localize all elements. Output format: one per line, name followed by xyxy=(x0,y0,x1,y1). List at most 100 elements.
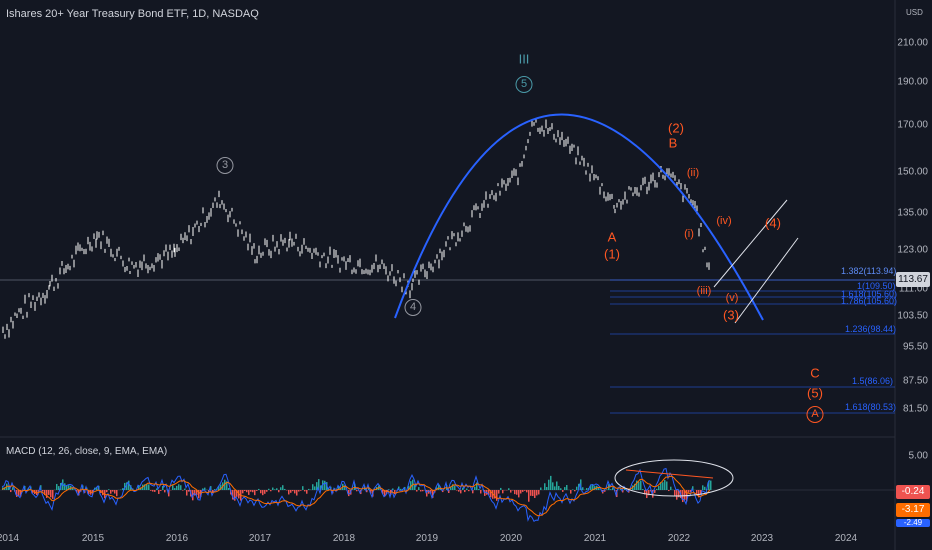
macd-bar xyxy=(572,489,574,490)
year-label: 2023 xyxy=(750,533,774,544)
macd-bar xyxy=(252,490,254,493)
macd-bar xyxy=(624,488,626,490)
macd-bar xyxy=(88,490,90,494)
macd-bar xyxy=(564,487,566,490)
macd-bar xyxy=(352,489,354,490)
macd-bar xyxy=(110,490,112,494)
macd-bar xyxy=(202,488,204,490)
wave-label-i: (i) xyxy=(684,228,694,240)
macd-bar xyxy=(116,490,118,497)
macd-bar xyxy=(576,486,578,490)
macd-bar xyxy=(162,486,164,490)
macd-bar xyxy=(180,485,182,490)
macd-bar xyxy=(106,490,108,493)
year-label: 2020 xyxy=(499,533,523,544)
macd-bar xyxy=(44,490,46,495)
macd-bar xyxy=(90,490,92,495)
macd-bar xyxy=(558,485,560,490)
macd-bar xyxy=(176,485,178,490)
macd-bar xyxy=(492,490,494,499)
price-tick: 210.00 xyxy=(897,37,928,49)
macd-bar xyxy=(464,490,466,493)
macd-badge-macd: -2.49 xyxy=(896,519,930,527)
macd-bar xyxy=(502,490,504,494)
macd-bar xyxy=(674,490,676,497)
year-label: 2014 xyxy=(0,533,20,544)
macd-bar xyxy=(302,486,304,490)
macd-bar xyxy=(316,482,318,490)
macd-bar xyxy=(340,488,342,490)
fib-label-1786: 1.786(105.60) xyxy=(841,296,898,306)
macd-bar xyxy=(474,486,476,490)
macd-bar xyxy=(388,489,390,490)
year-label: 2017 xyxy=(248,533,272,544)
macd-bar xyxy=(546,486,548,490)
wave-label-ii: (ii) xyxy=(686,167,700,179)
macd-bar xyxy=(598,487,600,490)
macd-bar xyxy=(236,490,238,497)
fib-label-1236: 1.236(98.44) xyxy=(845,324,897,334)
macd-bar xyxy=(314,486,316,490)
macd-bar xyxy=(678,490,680,498)
macd-bar xyxy=(652,490,654,498)
macd-bar xyxy=(152,490,154,492)
macd-bar xyxy=(644,490,646,495)
macd-bar xyxy=(574,490,576,492)
macd-bar xyxy=(700,490,702,495)
wave-label-iv: (iv) xyxy=(716,215,732,227)
macd-bar xyxy=(40,485,42,490)
macd-bar xyxy=(426,490,428,497)
macd-bar xyxy=(318,479,320,490)
macd-bar xyxy=(420,490,422,492)
price-tick: 150.00 xyxy=(897,166,928,178)
macd-title[interactable]: MACD (12, 26, close, 9, EMA, EMA) xyxy=(6,446,168,457)
macd-bar xyxy=(410,481,412,490)
macd-bar xyxy=(150,490,152,491)
macd-bar xyxy=(348,490,350,497)
macd-bar xyxy=(534,490,536,498)
macd-bar xyxy=(400,488,402,490)
macd-bar xyxy=(344,485,346,490)
macd-bar xyxy=(634,483,636,490)
price-tick: 135.00 xyxy=(897,207,928,219)
macd-bar xyxy=(198,490,200,499)
macd-bar xyxy=(676,490,678,500)
macd-bar xyxy=(432,490,434,498)
wave-label-c4: 4 xyxy=(404,298,422,316)
macd-bar xyxy=(702,485,704,490)
macd-bar xyxy=(354,483,356,490)
wave-label-w2: (2) xyxy=(668,120,684,136)
macd-bar xyxy=(256,490,258,491)
macd-bar xyxy=(356,490,358,492)
macd-bar xyxy=(488,490,490,495)
macd-bar xyxy=(260,490,262,494)
wave-label-w4: (4) xyxy=(765,215,781,231)
fib-label-1618b: 1.618(80.53) xyxy=(845,402,897,412)
price-tick: 170.00 xyxy=(897,119,928,131)
macd-bar xyxy=(468,490,470,492)
macd-bar xyxy=(42,490,44,492)
macd-bar xyxy=(448,490,450,493)
macd-bar xyxy=(164,490,166,493)
macd-bar xyxy=(250,490,252,492)
macd-bar xyxy=(218,486,220,490)
macd-bar xyxy=(156,488,158,490)
macd-bar xyxy=(640,480,642,490)
macd-bar xyxy=(262,490,264,496)
macd-bar xyxy=(312,484,314,490)
macd-bar xyxy=(592,484,594,490)
macd-bar xyxy=(366,490,368,493)
macd-bar xyxy=(516,490,518,495)
macd-bar xyxy=(188,490,190,492)
macd-bar xyxy=(16,490,18,497)
wave-label-w3: (3) xyxy=(723,307,739,323)
macd-bar xyxy=(254,490,256,496)
channel-line-upper xyxy=(713,199,788,288)
last-price-badge: 113.67 xyxy=(896,272,930,287)
year-label: 2016 xyxy=(165,533,189,544)
macd-bar xyxy=(710,480,712,490)
macd-bar xyxy=(338,486,340,490)
price-tick: 123.00 xyxy=(897,244,928,256)
